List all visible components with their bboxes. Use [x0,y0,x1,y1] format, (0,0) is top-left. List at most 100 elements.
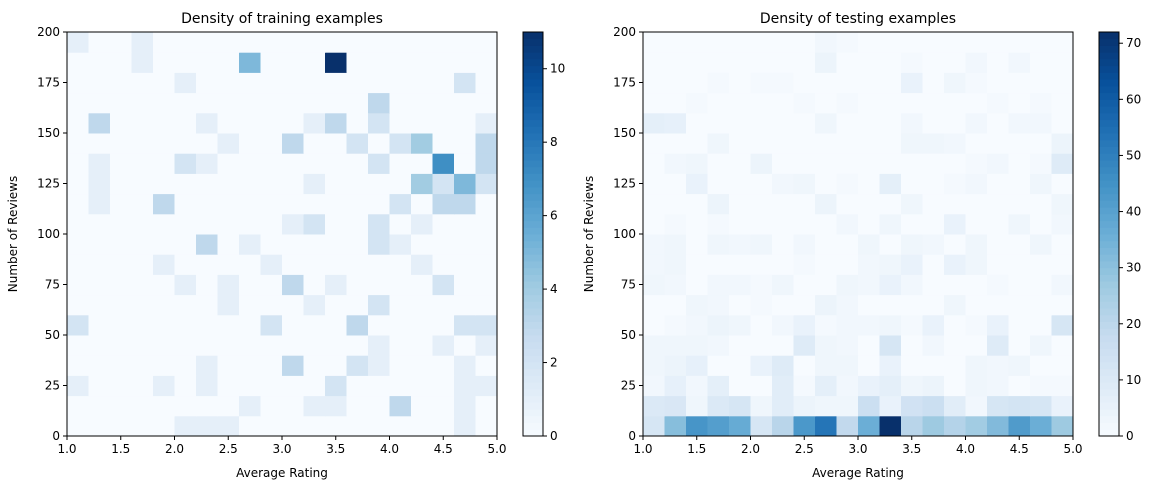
heatmap-cell [325,193,347,215]
heatmap-cell [389,294,412,316]
heatmap-cell [303,32,326,53]
heatmap-cell [1008,294,1031,316]
colorbar-segment [1099,281,1119,289]
colorbar-segment [523,267,543,275]
heatmap-cell [454,72,476,94]
heatmap-cell [858,52,880,73]
heatmap-cell [965,415,988,437]
heatmap-cell [432,234,455,255]
heatmap-cell [1030,375,1052,397]
heatmap-cell [239,395,261,417]
heatmap-cell [858,32,880,53]
heatmap-cell [110,294,132,316]
heatmap-cell [153,52,175,73]
colorbar-segment [1099,274,1119,282]
heatmap-cell [368,173,390,195]
heatmap-cell [750,395,773,417]
heatmap-cell [772,133,794,154]
heatmap-cell [67,92,89,114]
heatmap-cell [643,173,665,195]
heatmap-cell [389,314,412,336]
heatmap-cell [217,153,240,174]
heatmap-cell [325,153,347,174]
heatmap-cell [815,133,837,154]
heatmap-cell [1051,92,1074,114]
colorbar-segment [523,106,543,114]
heatmap-cell [772,32,794,53]
heatmap-cell [987,213,1009,235]
heatmap-cell [88,254,111,275]
heatmap-cell [239,213,261,235]
x-tick-label: 2.5 [795,442,814,456]
heatmap-cell [346,52,369,73]
heatmap-cell [454,173,476,195]
heatmap-cell [67,335,89,356]
heatmap-cell [196,92,218,114]
colorbar-segment [523,207,543,215]
colorbar-segment [1099,207,1119,215]
heatmap-cell [1051,274,1074,296]
colorbar-segment [523,173,543,181]
heatmap-cell [1051,153,1074,174]
heatmap-cell [793,234,816,255]
heatmap-cell [922,375,945,397]
heatmap-cell [67,294,89,316]
heatmap-cell [325,213,347,235]
colorbar-segment [1099,234,1119,242]
heatmap-cell [153,415,175,437]
heatmap-cell [836,193,859,215]
heatmap-cell [303,234,326,255]
x-tick-label: 5.0 [1063,442,1082,456]
heatmap-cell [110,72,132,94]
heatmap-cell [686,314,708,336]
heatmap-cell [815,314,837,336]
colorbar-tick-label: 50 [1126,148,1141,162]
heatmap-cell [346,193,369,215]
heatmap-cell [475,314,498,336]
heatmap-cell [389,173,412,195]
heatmap-cell [836,72,859,94]
heatmap-cell [858,254,880,275]
heatmap-cell [772,254,794,275]
colorbar-segment [523,227,543,235]
colorbar-tick-label: 40 [1126,205,1141,219]
heatmap-cell [815,415,837,437]
colorbar-segment [523,180,543,188]
heatmap-cell [217,193,240,215]
y-tick-label: 200 [37,25,60,39]
heatmap-cell [772,213,794,235]
heatmap-cell [793,254,816,275]
heatmap-cell [729,52,751,73]
heatmap-cell [664,153,687,174]
heatmap-cell [1030,213,1052,235]
heatmap-cell [454,375,476,397]
heatmap-cell [475,254,498,275]
heatmap-cell [475,193,498,215]
heatmap-cell [686,72,708,94]
heatmap-cell [217,133,240,154]
colorbar-segment [523,119,543,127]
heatmap-cell [303,153,326,174]
heatmap-cell [901,173,923,195]
colorbar-segment [1099,240,1119,248]
heatmap-cell [67,133,89,154]
heatmap-cell [643,234,665,255]
heatmap-cell [411,294,433,316]
heatmap-cell [1008,254,1031,275]
heatmap-cell [368,314,390,336]
heatmap-cell [196,52,218,73]
heatmap-cell [303,112,326,134]
heatmap-cell [901,395,923,417]
heatmap-cell [1030,314,1052,336]
heatmap-cell [282,234,304,255]
heatmap-cell [1008,234,1031,255]
heatmap-cell [153,112,175,134]
heatmap-cell [260,375,283,397]
heatmap-cell [217,173,240,195]
heatmap-cell [836,213,859,235]
heatmap-cell [131,193,154,215]
heatmap-cell [67,32,89,53]
colorbar-segment [523,186,543,195]
colorbar-tick-label: 0 [550,429,558,443]
heatmap-cell [750,92,773,114]
